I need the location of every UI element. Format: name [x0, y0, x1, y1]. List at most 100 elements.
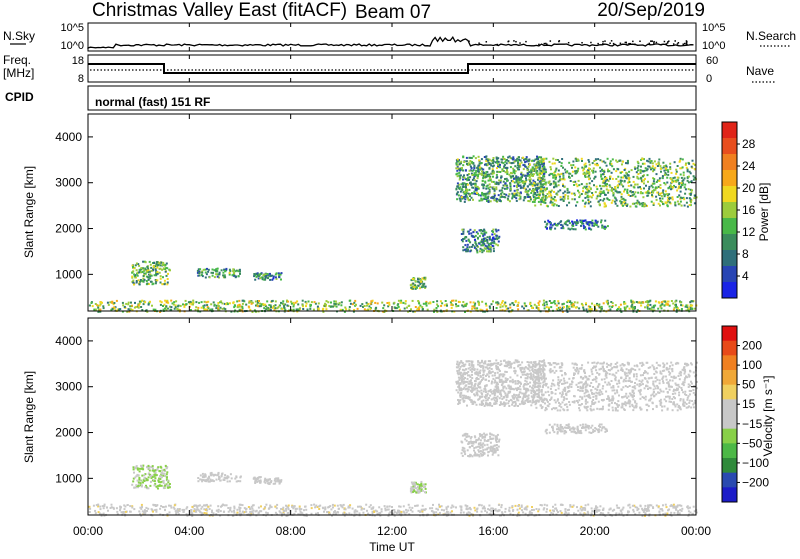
data-cell — [520, 185, 522, 187]
data-cell — [512, 180, 514, 182]
data-cell — [481, 361, 483, 363]
nsearch-point — [513, 40, 515, 42]
data-cell — [493, 242, 495, 244]
data-cell — [302, 308, 304, 310]
data-cell — [637, 200, 639, 202]
data-cell — [479, 447, 481, 449]
data-cell — [678, 182, 680, 184]
data-cell — [604, 226, 606, 228]
data-cell — [516, 397, 518, 399]
data-cell — [479, 362, 481, 364]
data-cell — [148, 276, 150, 278]
data-cell — [632, 191, 634, 193]
data-cell — [571, 221, 573, 223]
data-cell — [529, 180, 531, 182]
data-cell — [155, 269, 157, 271]
data-cell — [458, 363, 460, 365]
data-cell — [669, 168, 671, 170]
data-cell — [264, 304, 266, 306]
data-cell — [676, 306, 678, 308]
data-cell — [599, 306, 601, 308]
data-cell — [528, 366, 530, 368]
data-cell — [305, 305, 307, 307]
data-cell — [162, 473, 164, 475]
data-cell — [503, 304, 505, 306]
data-cell — [456, 363, 458, 365]
data-cell — [163, 473, 165, 475]
data-cell — [467, 378, 469, 380]
data-cell — [267, 273, 269, 275]
data-cell — [122, 302, 124, 304]
data-cell — [578, 180, 580, 182]
data-cell — [468, 231, 470, 233]
data-cell — [509, 190, 511, 192]
data-cell — [637, 192, 639, 194]
data-cell — [520, 376, 522, 378]
data-cell — [575, 205, 577, 207]
data-cell — [566, 309, 568, 311]
data-cell — [509, 363, 511, 365]
data-cell — [618, 181, 620, 183]
data-cell — [543, 179, 545, 181]
data-cell — [357, 308, 359, 310]
data-cell — [483, 373, 485, 375]
data-cell — [493, 157, 495, 159]
data-cell — [604, 220, 606, 222]
data-cell — [548, 174, 550, 176]
nsearch-point — [651, 40, 653, 42]
data-cell — [663, 165, 665, 167]
data-cell — [682, 391, 684, 393]
data-cell — [484, 156, 486, 158]
data-cell — [598, 201, 600, 203]
data-cell — [481, 239, 483, 241]
data-cell — [516, 375, 518, 377]
nsearch-point — [656, 42, 658, 44]
data-cell — [518, 361, 520, 363]
data-cell — [480, 309, 482, 311]
data-cell — [143, 275, 145, 277]
data-cell — [648, 188, 650, 190]
data-cell — [478, 159, 480, 161]
data-cell — [470, 380, 472, 382]
data-cell — [488, 168, 490, 170]
data-cell — [496, 167, 498, 169]
data-cell — [681, 177, 683, 179]
data-cell — [558, 205, 560, 207]
data-cell — [465, 372, 467, 374]
data-cell — [571, 224, 573, 226]
data-cell — [479, 169, 481, 171]
data-cell — [651, 201, 653, 203]
data-cell — [561, 173, 563, 175]
data-cell — [237, 306, 239, 308]
data-cell — [538, 302, 540, 304]
data-cell — [259, 277, 261, 279]
data-cell — [148, 465, 150, 467]
data-cell — [345, 308, 347, 310]
data-cell — [493, 403, 495, 405]
data-cell — [602, 173, 604, 175]
data-cell — [686, 202, 688, 204]
data-cell — [474, 245, 476, 247]
data-cell — [513, 362, 515, 364]
data-cell — [584, 166, 586, 168]
data-cell — [366, 302, 368, 304]
data-cell — [669, 368, 671, 370]
power-data-layer — [89, 155, 698, 313]
data-cell — [445, 300, 447, 302]
data-cell — [669, 201, 671, 203]
data-cell — [573, 184, 575, 186]
data-cell — [474, 229, 476, 231]
nsearch-tick-bottom: 10^0 — [702, 40, 726, 52]
data-cell — [224, 276, 226, 278]
data-cell — [541, 162, 543, 164]
data-cell — [455, 188, 457, 190]
data-cell — [280, 479, 282, 481]
data-cell — [482, 180, 484, 182]
data-cell — [524, 165, 526, 167]
data-cell — [509, 200, 511, 202]
data-cell — [279, 483, 281, 485]
data-cell — [694, 177, 696, 179]
data-cell — [481, 249, 483, 251]
nsearch-point — [653, 42, 655, 44]
data-cell — [108, 304, 110, 306]
